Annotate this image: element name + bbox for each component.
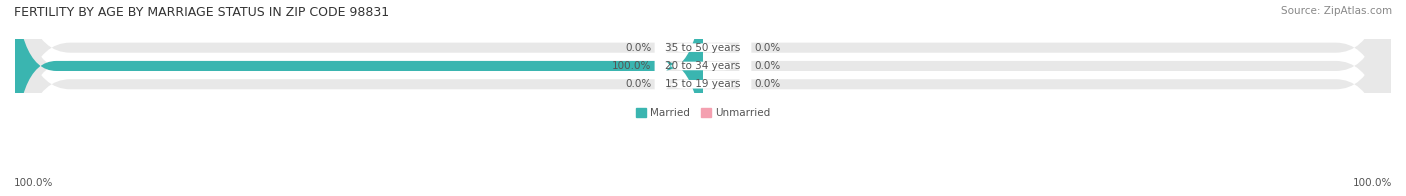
- FancyBboxPatch shape: [655, 0, 751, 117]
- Text: 35 to 50 years: 35 to 50 years: [665, 43, 741, 53]
- FancyBboxPatch shape: [655, 0, 751, 135]
- FancyBboxPatch shape: [15, 0, 1391, 196]
- Text: 0.0%: 0.0%: [755, 79, 780, 89]
- Text: 15 to 19 years: 15 to 19 years: [665, 79, 741, 89]
- Text: 100.0%: 100.0%: [14, 178, 53, 188]
- Text: 0.0%: 0.0%: [626, 43, 651, 53]
- FancyBboxPatch shape: [15, 0, 1391, 196]
- Text: 20 to 34 years: 20 to 34 years: [665, 61, 741, 71]
- Legend: Married, Unmarried: Married, Unmarried: [636, 108, 770, 118]
- Text: 0.0%: 0.0%: [755, 43, 780, 53]
- FancyBboxPatch shape: [15, 0, 1391, 189]
- Text: 100.0%: 100.0%: [1353, 178, 1392, 188]
- Text: FERTILITY BY AGE BY MARRIAGE STATUS IN ZIP CODE 98831: FERTILITY BY AGE BY MARRIAGE STATUS IN Z…: [14, 6, 389, 19]
- Text: 0.0%: 0.0%: [626, 79, 651, 89]
- Text: 0.0%: 0.0%: [755, 61, 780, 71]
- Text: 100.0%: 100.0%: [612, 61, 651, 71]
- FancyBboxPatch shape: [655, 15, 751, 153]
- Text: Source: ZipAtlas.com: Source: ZipAtlas.com: [1281, 6, 1392, 16]
- FancyBboxPatch shape: [15, 0, 703, 171]
